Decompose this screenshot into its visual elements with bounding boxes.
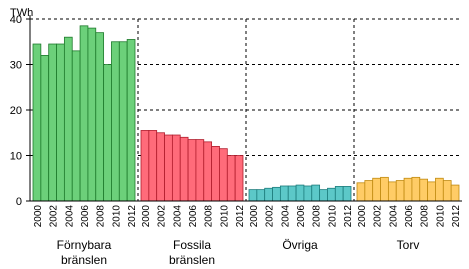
y-tick-label: 20 xyxy=(10,105,22,117)
bar xyxy=(356,182,366,202)
bar xyxy=(156,132,165,202)
bar xyxy=(48,43,57,202)
x-tick-label: 2012 xyxy=(127,205,138,228)
bar xyxy=(95,32,105,202)
bar xyxy=(319,189,328,202)
bar xyxy=(303,185,313,202)
x-tick-label: 2012 xyxy=(343,205,354,228)
bar xyxy=(211,145,220,202)
x-tick-label: 2004 xyxy=(280,205,291,228)
group-label: Övriga xyxy=(282,238,318,252)
x-tick-label: 2000 xyxy=(33,205,44,228)
x-tick-label: 2002 xyxy=(373,205,384,228)
bar xyxy=(295,184,305,202)
bar xyxy=(380,176,389,202)
bar xyxy=(179,136,189,202)
bar xyxy=(256,189,266,202)
bar xyxy=(203,141,213,202)
bar xyxy=(442,180,452,202)
x-tick-label: 2012 xyxy=(235,205,246,228)
y-tick-label: 0 xyxy=(16,196,22,208)
bar xyxy=(387,181,397,202)
bar xyxy=(118,41,128,202)
bar xyxy=(327,187,336,202)
bar xyxy=(226,155,236,202)
bar xyxy=(71,50,81,202)
x-tick-label: 2002 xyxy=(157,205,168,228)
group-label: Förnybara xyxy=(57,238,112,252)
bar xyxy=(334,186,344,202)
x-tick-label: 2006 xyxy=(188,205,199,228)
x-tick-label: 2000 xyxy=(357,205,368,228)
bar xyxy=(419,178,429,202)
x-tick-label: 2010 xyxy=(327,205,338,228)
bar xyxy=(395,180,405,202)
bar xyxy=(164,134,173,202)
group-label: Torv xyxy=(397,238,420,252)
bar xyxy=(248,189,258,202)
group-label: bränslen xyxy=(169,253,215,267)
x-tick-label: 2012 xyxy=(451,205,462,228)
bar xyxy=(79,25,89,202)
bar xyxy=(450,184,460,202)
bar xyxy=(287,185,297,202)
bar xyxy=(126,39,136,202)
x-tick-label: 2006 xyxy=(80,205,91,228)
group-label: bränslen xyxy=(61,253,107,267)
x-tick-label: 2008 xyxy=(204,205,215,228)
y-tick-label: 40 xyxy=(10,14,22,26)
bar xyxy=(372,177,381,202)
bar xyxy=(32,43,42,202)
x-tick-label: 2006 xyxy=(404,205,415,228)
x-tick-label: 2002 xyxy=(265,205,276,228)
bar xyxy=(411,176,421,202)
x-tick-label: 2010 xyxy=(111,205,122,228)
y-tick-label: 30 xyxy=(10,60,22,72)
bar xyxy=(279,185,289,202)
x-tick-label: 2002 xyxy=(49,205,60,228)
bar xyxy=(364,180,374,202)
x-tick-label: 2010 xyxy=(219,205,230,228)
bar xyxy=(435,177,444,202)
bar xyxy=(87,27,97,202)
bar xyxy=(342,186,352,202)
x-tick-label: 2000 xyxy=(249,205,260,228)
bar xyxy=(56,43,65,202)
bar xyxy=(148,130,158,202)
bar xyxy=(140,130,150,202)
group-label: Fossila xyxy=(173,238,211,252)
x-tick-label: 2008 xyxy=(312,205,323,228)
bar xyxy=(103,64,112,202)
bar xyxy=(187,139,197,202)
bar xyxy=(427,181,436,202)
x-tick-label: 2000 xyxy=(141,205,152,228)
x-tick-label: 2006 xyxy=(296,205,307,228)
bar xyxy=(63,36,73,202)
x-tick-label: 2010 xyxy=(435,205,446,228)
bar xyxy=(40,55,50,202)
x-tick-label: 2008 xyxy=(420,205,431,228)
bar xyxy=(311,184,321,202)
bar xyxy=(272,186,281,202)
bar xyxy=(264,187,273,202)
bar xyxy=(111,41,120,202)
x-tick-label: 2004 xyxy=(64,205,75,228)
x-tick-label: 2004 xyxy=(172,205,183,228)
bar xyxy=(171,134,181,202)
bar xyxy=(195,139,205,202)
bar xyxy=(219,148,228,202)
y-unit: TWh xyxy=(10,7,33,19)
x-tick-label: 2008 xyxy=(96,205,107,228)
y-tick-label: 10 xyxy=(10,151,22,163)
x-tick-label: 2004 xyxy=(388,205,399,228)
bar xyxy=(403,177,413,202)
bar xyxy=(234,155,244,202)
